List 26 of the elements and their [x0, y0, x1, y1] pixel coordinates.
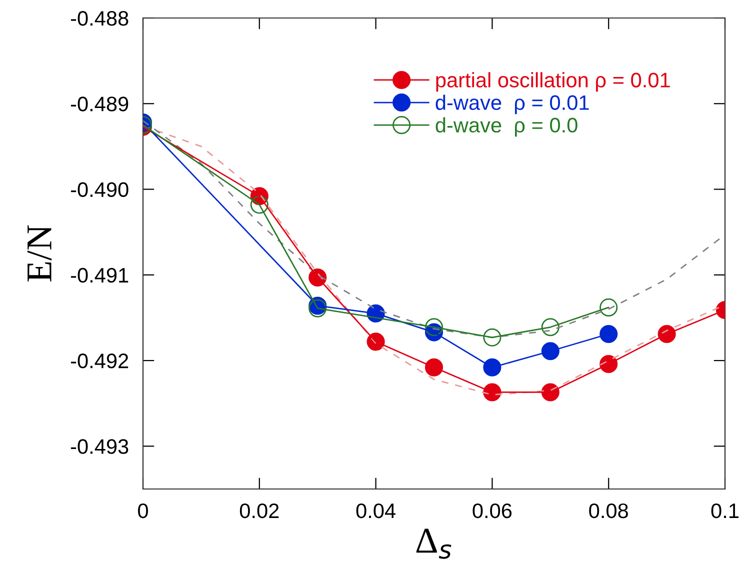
y-tick-label: -0.493	[70, 439, 128, 454]
y-axis-title: E/N	[27, 225, 52, 282]
y-tick-label: -0.491	[70, 268, 128, 283]
x-tick-label: 0.04	[356, 503, 396, 518]
point	[541, 318, 560, 336]
x-axis-title: Δ$_{s}$	[416, 528, 452, 559]
point	[483, 328, 502, 346]
point	[250, 196, 268, 214]
point	[424, 318, 444, 336]
legend-label: d-wave ρ = 0.0	[436, 117, 578, 137]
x-tick-label: 0.02	[240, 503, 279, 518]
point	[600, 324, 618, 344]
y-tick-label: -0.489	[70, 96, 128, 112]
x-tick-label: 0.1	[711, 503, 738, 518]
point	[424, 358, 444, 376]
point	[600, 298, 618, 316]
legend-label: partial oscillation ρ = 0.01	[436, 72, 670, 92]
point	[541, 342, 560, 360]
x-tick-label: 0.08	[589, 503, 628, 518]
point	[483, 358, 502, 376]
x-tick-label: 0.06	[472, 503, 512, 518]
y-tick-label: -0.488	[70, 11, 128, 26]
legend-label: d-wave ρ = 0.01	[436, 94, 589, 114]
x-tick-label: 0	[138, 503, 148, 518]
y-tick-label: -0.492	[70, 354, 128, 368]
y-tick-label: -0.490	[70, 182, 128, 198]
